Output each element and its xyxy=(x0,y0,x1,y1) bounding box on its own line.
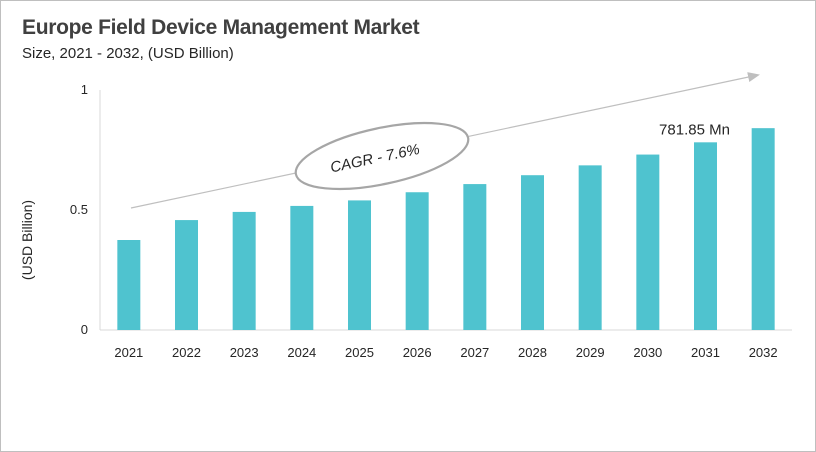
x-tick-label-2025: 2025 xyxy=(345,345,374,360)
bar-2023 xyxy=(232,211,256,330)
value-label-2031: 781.85 Mn xyxy=(659,121,730,138)
chart-title: Europe Field Device Management Market xyxy=(22,16,420,39)
y-tick-label: 0 xyxy=(81,322,88,337)
x-tick-label-2021: 2021 xyxy=(114,345,143,360)
x-tick-label-2026: 2026 xyxy=(403,345,432,360)
bar-2031 xyxy=(694,142,717,330)
bar-2029 xyxy=(578,165,602,330)
y-tick-label: 0.5 xyxy=(70,202,88,217)
bar-2027 xyxy=(463,184,487,330)
y-tick-label: 1 xyxy=(81,82,88,97)
x-tick-label-2023: 2023 xyxy=(230,345,259,360)
x-tick-label-2030: 2030 xyxy=(633,345,662,360)
x-tick-label-2024: 2024 xyxy=(287,345,316,360)
bar-2024 xyxy=(290,205,314,330)
x-tick-label-2029: 2029 xyxy=(576,345,605,360)
x-axis-ticks: 2021 2022 2023 2024 2025 2026 2027 2028 2029 2030… xyxy=(114,345,777,360)
bar-2028 xyxy=(521,175,544,330)
y-axis-ticks: 00.51 xyxy=(70,82,88,337)
x-tick-label-2027: 2027 xyxy=(460,345,489,360)
chart-subtitle: Size, 2021 - 2032, (USD Billion) xyxy=(22,45,234,62)
x-tick-label-2031: 2031 xyxy=(691,345,720,360)
y-axis-label: (USD Billion) xyxy=(19,200,35,280)
bar-2030 xyxy=(636,154,660,330)
bar-2022 xyxy=(175,220,198,330)
x-tick-label-2022: 2022 xyxy=(172,345,201,360)
cagr-ellipse xyxy=(294,121,470,191)
x-tick-label-2028: 2028 xyxy=(518,345,547,360)
bar-2025 xyxy=(348,200,371,330)
bar-2021 xyxy=(117,240,141,330)
x-tick-label-2032: 2032 xyxy=(749,345,778,360)
bar-2032 xyxy=(751,128,775,330)
bar-2026 xyxy=(405,192,429,330)
bar-series xyxy=(117,128,775,330)
